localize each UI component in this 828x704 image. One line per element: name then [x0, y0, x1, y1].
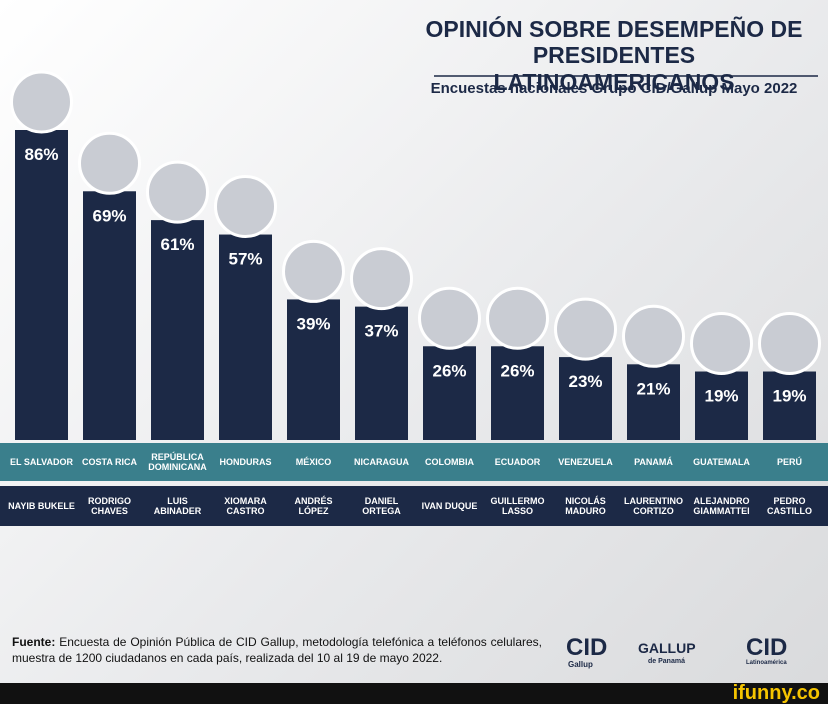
- president-name: LAURENTINO CORTIZO: [624, 496, 683, 516]
- name-band: [0, 486, 828, 526]
- country-label: PERÚ: [776, 457, 802, 467]
- logos: CID Gallup GALLUP de Panamá CID Latinoam…: [566, 634, 816, 669]
- source: Fuente: Encuesta de Opinión Pública de C…: [12, 634, 542, 666]
- value-label: 26%: [432, 361, 466, 380]
- portrait: [10, 70, 73, 134]
- portrait: [146, 160, 209, 224]
- bar: [491, 346, 544, 440]
- value-label: 61%: [160, 235, 194, 254]
- logo: Gallup: [568, 660, 593, 669]
- country-label: COSTA RICA: [82, 457, 137, 467]
- country-label: PANAMÁ: [634, 457, 673, 467]
- bar: [219, 234, 272, 440]
- president-name: NAYIB BUKELE: [8, 501, 75, 511]
- source-label: Fuente:: [12, 635, 56, 649]
- president-name: XIOMARA CASTRO: [224, 496, 267, 516]
- subtitle: Encuestas nacionales Grupo CID/Gallup Ma…: [430, 80, 798, 97]
- source-text: Encuesta de Opinión Pública de CID Gallu…: [12, 635, 542, 665]
- country-label: REPÚBLICA DOMINICANA: [148, 452, 207, 472]
- footer-strip: [0, 683, 828, 704]
- country-label: MÉXICO: [295, 457, 332, 467]
- logo: Latinoamérica: [746, 660, 787, 666]
- president-name: IVAN DUQUE: [421, 501, 478, 511]
- value-label: 21%: [636, 379, 670, 398]
- bar: [83, 191, 136, 440]
- logo: de Panamá: [648, 658, 685, 665]
- bar: [559, 357, 612, 440]
- title-line: PRESIDENTES LATINOAMERICANOS: [493, 42, 735, 95]
- bar: [15, 130, 68, 440]
- watermark: ifunny.co: [732, 682, 820, 704]
- president-name: RODRIGO CHAVES: [87, 496, 131, 516]
- portrait: [282, 239, 345, 303]
- value-label: 86%: [24, 145, 58, 164]
- president-name: LUIS ABINADER: [153, 496, 202, 516]
- portrait: [690, 312, 753, 376]
- country-label: NICARAGUA: [354, 457, 409, 467]
- president-name: DANIEL ORTEGA: [362, 496, 401, 516]
- value-label: 69%: [92, 206, 126, 225]
- value-label: 19%: [704, 387, 738, 406]
- bar: [695, 371, 748, 440]
- value-label: 37%: [364, 322, 398, 341]
- bar: [423, 346, 476, 440]
- portrait: [554, 297, 617, 361]
- president-name: PEDRO CASTILLO: [767, 496, 812, 516]
- country-label: COLOMBIA: [425, 457, 474, 467]
- president-name: ALEJANDRO GIAMMATTEI: [693, 496, 750, 516]
- president-name: ANDRÉS LÓPEZ: [294, 496, 333, 516]
- country-label: HONDURAS: [219, 457, 272, 467]
- country-label: VENEZUELA: [558, 457, 613, 467]
- portrait: [486, 286, 549, 350]
- bar: [287, 299, 340, 440]
- value-label: 57%: [228, 250, 262, 269]
- value-label: 39%: [296, 314, 330, 333]
- value-label: 26%: [500, 361, 534, 380]
- country-band: [0, 443, 828, 481]
- bar: [763, 371, 816, 440]
- country-label: EL SALVADOR: [9, 457, 73, 467]
- portrait: [622, 304, 685, 368]
- logo: CID: [566, 634, 608, 661]
- bar: [151, 220, 204, 440]
- logo: GALLUP: [638, 640, 696, 656]
- portrait: [758, 312, 821, 376]
- portrait: [418, 286, 481, 350]
- portrait: [214, 175, 277, 239]
- country-label: ECUADOR: [494, 457, 541, 467]
- title-line: OPINIÓN SOBRE DESEMPEÑO DE: [425, 16, 803, 42]
- portrait: [350, 247, 413, 311]
- president-name: NICOLÁS MADURO: [565, 496, 606, 516]
- portrait: [78, 131, 141, 195]
- value-label: 19%: [772, 387, 806, 406]
- value-label: 23%: [568, 372, 602, 391]
- bar: [355, 306, 408, 440]
- president-name: GUILLERMO LASSO: [490, 496, 545, 516]
- logo: CID: [746, 634, 788, 661]
- country-label: GUATEMALA: [693, 457, 750, 467]
- bar: [627, 364, 680, 440]
